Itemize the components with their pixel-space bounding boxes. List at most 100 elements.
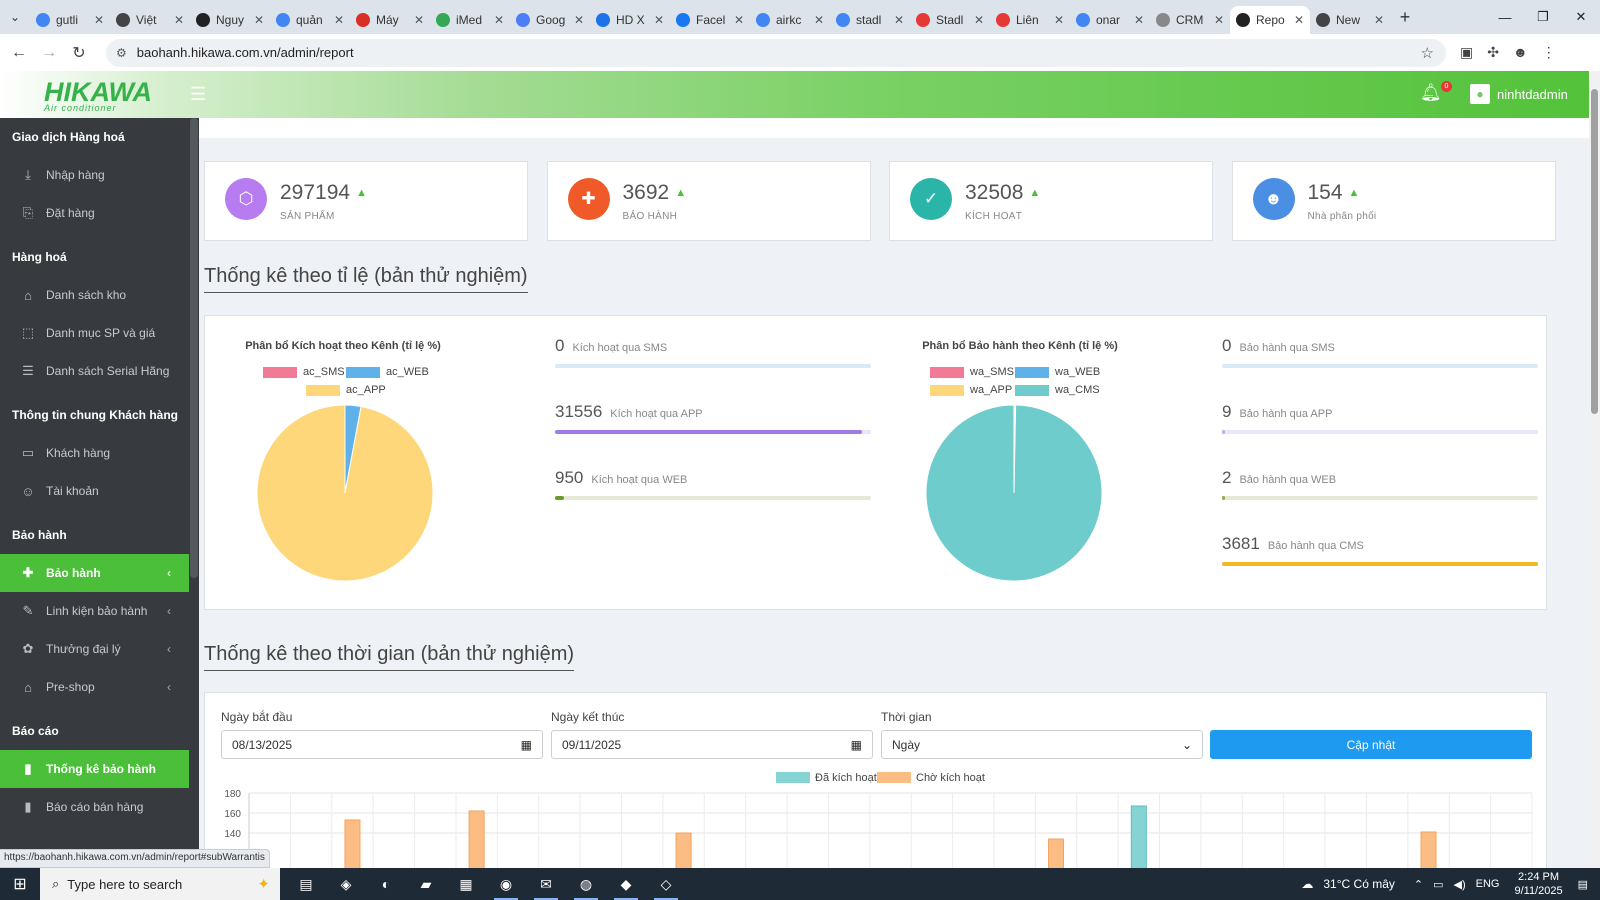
back-icon[interactable]: ← [11, 43, 27, 61]
legend-item[interactable]: wa_SMS [930, 366, 1014, 378]
tab-close-icon[interactable]: ✕ [973, 13, 984, 27]
profile-icon[interactable]: ☻ [1512, 44, 1528, 60]
taskbar-search[interactable]: ⌕ Type here to search ✦ [40, 868, 280, 900]
app2-icon[interactable]: ◇ [646, 868, 686, 900]
chat-icon[interactable]: ◍ [566, 868, 606, 900]
outlook-icon[interactable]: ✉ [526, 868, 566, 900]
sidebar-item[interactable]: ⤓ Nhập hàng [0, 156, 189, 194]
hamburger-menu-icon[interactable]: ☰ [190, 84, 207, 104]
copilot-icon[interactable]: ◈ [340, 875, 352, 892]
tab-close-icon[interactable]: ✕ [413, 13, 424, 27]
store-icon[interactable]: ▦ [459, 875, 473, 892]
menu-dots-icon[interactable]: ⋮ [1541, 44, 1556, 60]
tab-close-icon[interactable]: ✕ [573, 13, 584, 27]
user-menu[interactable]: ● ninhtdadmin [1470, 84, 1568, 104]
tray-chevron-icon[interactable]: ⌃ [1413, 878, 1424, 891]
legend-item[interactable]: wa_CMS [1015, 384, 1100, 396]
browser-tab[interactable]: New ✕ [1310, 6, 1390, 34]
sidebar-item[interactable]: ▮ Thống kê bảo hành [0, 750, 189, 788]
pie-slice-wa_CMS[interactable] [925, 404, 1103, 582]
legend-item[interactable]: ac_WEB [346, 366, 429, 378]
extension-icon[interactable]: ▣ [1460, 44, 1474, 60]
period-select[interactable]: Ngày ⌄ [881, 730, 1203, 759]
tab-close-icon[interactable]: ✕ [1373, 13, 1384, 27]
close-window-icon[interactable]: ✕ [1575, 9, 1587, 24]
tab-close-icon[interactable]: ✕ [1053, 13, 1064, 27]
forward-icon[interactable]: → [41, 43, 57, 61]
calendar-icon[interactable]: ▦ [850, 737, 862, 752]
app-icon[interactable]: ◆ [606, 868, 646, 900]
legend-item[interactable]: wa_WEB [1015, 366, 1100, 378]
tab-close-icon[interactable]: ✕ [1213, 13, 1224, 27]
lang-indicator[interactable]: ENG [1475, 878, 1500, 890]
browser-tab[interactable]: Stadl ✕ [910, 6, 990, 34]
clock[interactable]: 2:24 PM 9/11/2025 [1514, 870, 1562, 898]
task-view-icon[interactable]: ▤ [299, 875, 313, 892]
browser-tab[interactable]: Việt ✕ [110, 6, 190, 34]
browser-tab[interactable]: HD X ✕ [590, 6, 670, 34]
tab-close-icon[interactable]: ✕ [1293, 13, 1304, 27]
bar-activated[interactable] [1130, 805, 1147, 868]
tab-close-icon[interactable]: ✕ [333, 13, 344, 27]
bar-pending[interactable] [468, 810, 485, 868]
bar-pending[interactable] [344, 819, 361, 868]
legend-item[interactable]: ac_SMS [263, 366, 345, 378]
bar-pending[interactable] [1048, 838, 1065, 868]
tab-close-icon[interactable]: ✕ [653, 13, 664, 27]
browser-tab[interactable]: gutli ✕ [30, 6, 110, 34]
sidebar-item[interactable]: ✎ Linh kiện bảo hành ‹ [0, 592, 189, 630]
browser-tab[interactable]: airkc ✕ [750, 6, 830, 34]
browser-tab[interactable]: Repo ✕ [1230, 6, 1310, 34]
weather-icon[interactable]: ☁ [1301, 877, 1314, 891]
browser-tab[interactable]: Máy ✕ [350, 6, 430, 34]
browser-tab[interactable]: CRM ✕ [1150, 6, 1230, 34]
legend-item[interactable]: wa_APP [930, 384, 1012, 396]
browser-tab[interactable]: Liên ✕ [990, 6, 1070, 34]
tab-close-icon[interactable]: ✕ [253, 13, 264, 27]
browser-tab[interactable]: onar ✕ [1070, 6, 1150, 34]
minimize-icon[interactable]: — [1498, 9, 1512, 25]
pie-slice-ac_APP[interactable] [256, 404, 434, 582]
notification-center-icon[interactable]: ▤ [1577, 878, 1588, 891]
sidebar-item[interactable]: ⬚ Danh mục SP và giá [0, 314, 189, 352]
url-bar[interactable]: ⚙ baohanh.hikawa.com.vn/admin/report ☆ [106, 38, 1446, 67]
edge-icon[interactable]: ◐ [381, 876, 391, 892]
browser-tab[interactable]: Goog ✕ [510, 6, 590, 34]
file-explorer-icon[interactable]: ▰ [420, 875, 432, 892]
network-icon[interactable]: ▭ [1433, 878, 1444, 891]
browser-tab[interactable]: iMed ✕ [430, 6, 510, 34]
sidebar-item[interactable]: ⎘ Đặt hàng [0, 194, 189, 232]
sidebar-scrollbar[interactable] [190, 118, 198, 578]
sidebar-item[interactable]: ⌂ Danh sách kho [0, 276, 189, 314]
calendar-icon[interactable]: ▦ [520, 737, 532, 752]
windows-start-icon[interactable]: ⊞ [13, 876, 27, 893]
scrollbar-thumb[interactable] [1591, 89, 1598, 414]
new-tab-icon[interactable]: + [1399, 6, 1411, 27]
site-settings-icon[interactable]: ⚙ [116, 45, 127, 60]
weather-text[interactable]: 31°C Có mây [1323, 877, 1395, 891]
bar-pending[interactable] [675, 832, 692, 868]
sidebar-item[interactable]: ▭ Khách hàng [0, 434, 189, 472]
browser-tab[interactable]: Facel ✕ [670, 6, 750, 34]
tab-close-icon[interactable]: ✕ [893, 13, 904, 27]
tab-close-icon[interactable]: ✕ [813, 13, 824, 27]
sidebar-item[interactable]: ⌂ Pre-shop ‹ [0, 668, 189, 706]
puzzle-icon[interactable]: ✣ [1487, 44, 1499, 60]
sidebar-item[interactable]: ▮ Báo cáo bán hàng [0, 788, 189, 826]
browser-tab[interactable]: stadl ✕ [830, 6, 910, 34]
tab-close-icon[interactable]: ✕ [93, 13, 104, 27]
bookmark-star-icon[interactable]: ☆ [1420, 44, 1434, 62]
chrome-icon[interactable]: ◉ [486, 868, 526, 900]
browser-tab[interactable]: Nguy ✕ [190, 6, 270, 34]
tab-close-icon[interactable]: ✕ [493, 13, 504, 27]
sidebar-item[interactable]: ✿ Thưởng đại lý ‹ [0, 630, 189, 668]
sidebar-item[interactable]: ☺ Tài khoản [0, 472, 189, 510]
volume-icon[interactable]: ◀) [1453, 878, 1466, 891]
sidebar-item[interactable]: ✚ Bảo hành ‹ [0, 554, 189, 592]
start-date-input[interactable]: 08/13/2025 ▦ [221, 730, 543, 759]
tab-close-icon[interactable]: ✕ [1133, 13, 1144, 27]
bell-icon[interactable]: 🔔︎ [1420, 83, 1442, 102]
update-button[interactable]: Cập nhật [1210, 730, 1532, 759]
tab-close-icon[interactable]: ✕ [733, 13, 744, 27]
tab-search-icon[interactable]: ⌄ [9, 10, 21, 24]
